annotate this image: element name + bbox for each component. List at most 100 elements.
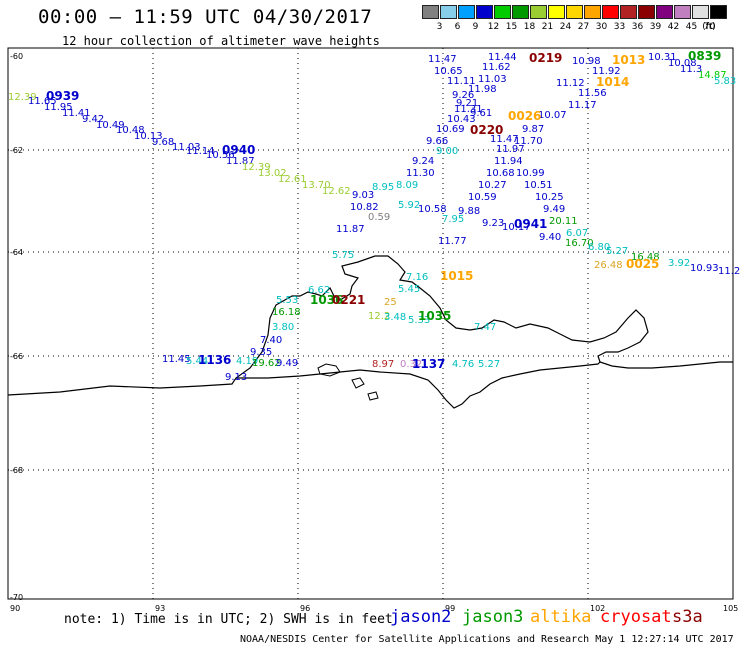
swh-value: 11.77 (438, 236, 467, 247)
swh-value: 11.17 (568, 100, 597, 111)
swh-value: 11.95 (44, 102, 73, 113)
swh-value: 13.02 (258, 168, 287, 179)
swh-value: 10.98 (572, 56, 601, 67)
swh-value: 0.59 (368, 212, 390, 223)
scale-swatch (494, 5, 511, 19)
swh-value: 11.45 (162, 354, 191, 365)
lon-label: 99 (445, 604, 455, 613)
lat-label: -64 (10, 248, 23, 257)
scale-swatch (620, 5, 637, 19)
swh-value: 26.48 (594, 260, 623, 271)
time-marker: 0220 (470, 123, 503, 137)
swh-value: 9.61 (470, 108, 492, 119)
scale-swatch (584, 5, 601, 19)
swh-value: 0.32 (400, 359, 422, 370)
swh-value: 11.03 (478, 74, 507, 85)
scale-label: 3 (436, 22, 443, 32)
swh-value: 10.51 (524, 180, 553, 191)
scale-label: 18 (523, 22, 536, 32)
swh-value: 11.14 (186, 146, 215, 157)
scale-label: 33 (613, 22, 626, 32)
swh-value: 9.26 (452, 90, 474, 101)
swh-value: 11.62 (482, 62, 511, 73)
swh-value: 10.17 (502, 222, 531, 233)
scale-swatch (602, 5, 619, 19)
scale-label: 36 (631, 22, 644, 32)
scale-swatch (656, 5, 673, 19)
swh-value: 7.95 (442, 214, 464, 225)
swh-value: 11.87 (226, 156, 255, 167)
map-grid: -60 -62 -64 -66 -68 -70 90 93 96 99 102 105 (8, 48, 738, 613)
swh-value: 9.00 (436, 146, 458, 157)
swh-value: 11.97 (496, 144, 525, 155)
scale-swatch (476, 5, 493, 19)
credit-line: NOAA/NESDIS Center for Satellite Applica… (240, 634, 734, 645)
lat-label: -66 (10, 352, 23, 361)
swh-value: 11.03 (172, 142, 201, 153)
swh-value: 9.42 (82, 114, 104, 125)
scale-label: 21 (541, 22, 554, 32)
swh-value: 25 (384, 297, 397, 308)
swh-value: 11.70 (514, 136, 543, 147)
swh-value: 6.07 (566, 228, 588, 239)
swh-value: 11.65 (28, 96, 57, 107)
swh-value: 12.39 (8, 92, 37, 103)
swh-value: 3.80 (272, 322, 294, 333)
coastline-islet (351, 377, 365, 389)
swh-value: 9.13 (225, 372, 247, 383)
swh-value: 8.95 (372, 182, 394, 193)
swh-value: 10.93 (690, 263, 719, 274)
time-marker: 1136 (198, 353, 231, 367)
scale-swatch (530, 5, 547, 19)
swh-value: 11.41 (62, 108, 91, 119)
swh-value: 10.43 (447, 114, 476, 125)
swh-value: 11.87 (336, 224, 365, 235)
legend-jason2: jason2 (390, 607, 452, 627)
lon-label: 96 (300, 604, 310, 613)
scale-label: 15 (505, 22, 518, 32)
swh-value: 4.19 (236, 356, 258, 367)
swh-value: 11.92 (592, 66, 621, 77)
swh-value: 4.76 (452, 359, 474, 370)
swh-value: 9.21 (456, 98, 478, 109)
swh-value: 20.11 (549, 216, 578, 227)
scale-swatch (422, 5, 439, 19)
time-marker: 0839 (688, 49, 721, 63)
scale-swatch (710, 5, 727, 19)
observation-labels: 12.3911.6511.9511.419.4210.4910.4810.139… (8, 52, 740, 383)
swh-value: 7.47 (474, 322, 496, 333)
swh-value: 10.59 (468, 192, 497, 203)
scale-swatch (548, 5, 565, 19)
scale-swatch (440, 5, 457, 19)
swh-value: 5.53 (276, 295, 298, 306)
time-marker: 1137 (412, 357, 445, 371)
antarctic-coastline (7, 255, 733, 396)
swh-value: 11.30 (406, 168, 435, 179)
swh-value: 9.23 (482, 218, 504, 229)
lon-label: 102 (590, 604, 605, 613)
swh-value: 10.82 (350, 202, 379, 213)
time-marker: 0025 (626, 257, 659, 271)
swh-value: 9.87 (522, 124, 544, 135)
scale-label: 12 (487, 22, 500, 32)
time-marker-labels: 0939 0940 0219 0220 0026 0941 1013 1014 0839 1015… (46, 49, 721, 371)
swh-value: 10.25 (535, 192, 564, 203)
swh-value: 11.98 (468, 84, 497, 95)
swh-value: 11.31 (454, 104, 483, 115)
time-marker: 1013 (612, 53, 645, 67)
swh-value: 9.49 (543, 204, 565, 215)
swh-value: 10.69 (436, 124, 465, 135)
swh-value: 7.40 (260, 335, 282, 346)
swh-value: 5.27 (478, 359, 500, 370)
swh-value: 11.22 (718, 266, 740, 277)
lat-label: -60 (10, 52, 23, 61)
swh-value: 10.49 (96, 120, 125, 131)
swh-value: 11.3 (680, 64, 702, 75)
swh-value: 9.68 (152, 137, 174, 148)
swh-value: 12.39 (242, 162, 271, 173)
time-marker: 0219 (529, 51, 562, 65)
time-marker: 1014 (596, 75, 629, 89)
time-marker: 1015 (440, 269, 473, 283)
swh-value: 7.16 (406, 272, 428, 283)
scale-label: 9 (472, 22, 479, 32)
